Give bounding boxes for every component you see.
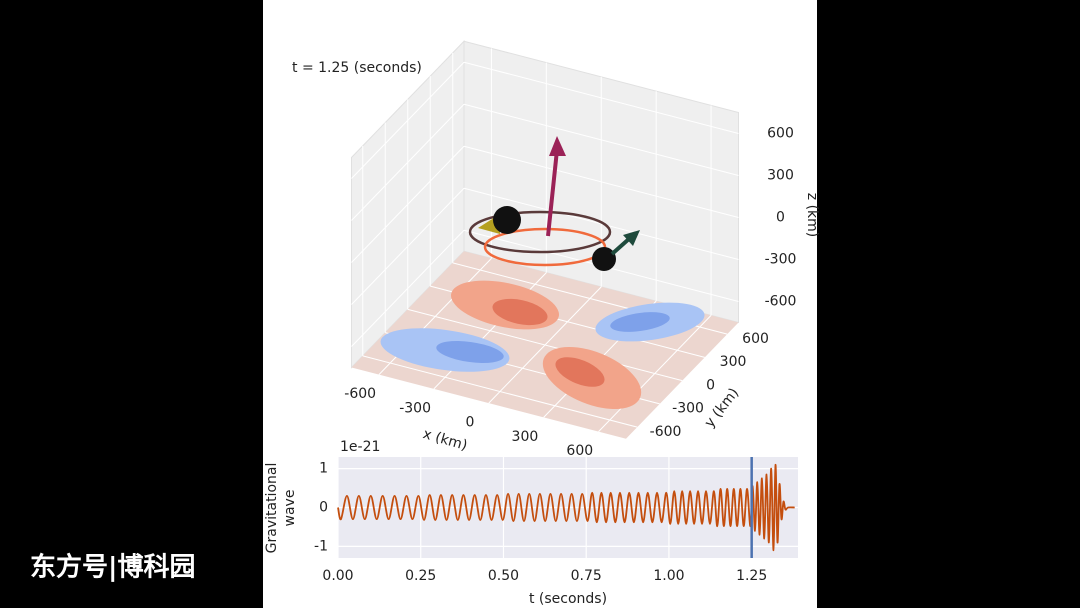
y-tick-label: 600 <box>742 331 769 347</box>
grid-line <box>463 145 739 218</box>
z-tick-label: -600 <box>765 294 797 310</box>
scene <box>380 136 705 409</box>
x-tick-label: 0.50 <box>488 568 519 584</box>
grid-line <box>351 187 465 305</box>
y-tick-label: -1 <box>314 538 328 554</box>
orbit <box>483 227 607 267</box>
grid-line <box>351 61 465 179</box>
y-tick-label: 1 <box>319 461 328 477</box>
orbit <box>468 210 612 254</box>
x-tick-label: 600 <box>566 443 593 459</box>
arrow-head <box>549 136 566 156</box>
y-tick-label: -300 <box>672 401 704 417</box>
y-tick-label: 300 <box>720 354 747 370</box>
watermark: 东方号|博科园 <box>30 552 196 583</box>
y-tick-label: 0 <box>706 377 715 393</box>
x-tick-label: 300 <box>512 429 539 445</box>
contour <box>555 357 605 387</box>
y-tick-label: 0 <box>319 500 328 516</box>
grid-line <box>351 229 465 347</box>
black-hole <box>493 206 521 234</box>
arrow <box>610 236 632 256</box>
x-tick-label: 0 <box>466 415 475 431</box>
plot-2d: 0.00 0.25 0.50 0.75 1.00 1.25 -1 0 1 <box>314 457 798 584</box>
z-tick-label: 600 <box>767 126 794 142</box>
x-tick-label: 1.25 <box>736 568 767 584</box>
x-axis-label: t (seconds) <box>529 591 607 607</box>
z-axis-label: z (km) <box>804 193 820 237</box>
y-axis-label: Gravitational <box>264 463 280 554</box>
arrow-head <box>623 230 640 246</box>
grid-line <box>407 308 683 382</box>
x-tick-label: 0.00 <box>322 568 353 584</box>
contour <box>610 312 670 332</box>
y-axis-label: wave <box>282 490 298 527</box>
grid-line <box>463 61 739 134</box>
grid-line <box>351 145 465 263</box>
y-tick-label: -600 <box>650 424 682 440</box>
z-tick-label: -300 <box>765 252 797 268</box>
offset-label: 1e-21 <box>340 439 380 455</box>
grid-line <box>463 103 739 176</box>
x-tick-label: 0.75 <box>571 568 602 584</box>
x-tick-label: -600 <box>344 386 376 402</box>
contour <box>492 298 548 326</box>
grid-line <box>362 355 638 428</box>
grid-line <box>351 103 465 221</box>
z-tick-label: 300 <box>767 168 794 184</box>
contour <box>436 341 504 363</box>
x-tick-label: 1.00 <box>653 568 684 584</box>
black-hole <box>592 247 616 271</box>
line <box>337 463 795 552</box>
x-tick-label: 0.25 <box>405 568 436 584</box>
arrow <box>546 149 559 237</box>
x-tick-label: -300 <box>399 400 431 416</box>
annotation: t = 1.25 (seconds) <box>292 60 422 76</box>
z-tick-label: 0 <box>776 210 785 226</box>
grid-line <box>463 187 739 260</box>
